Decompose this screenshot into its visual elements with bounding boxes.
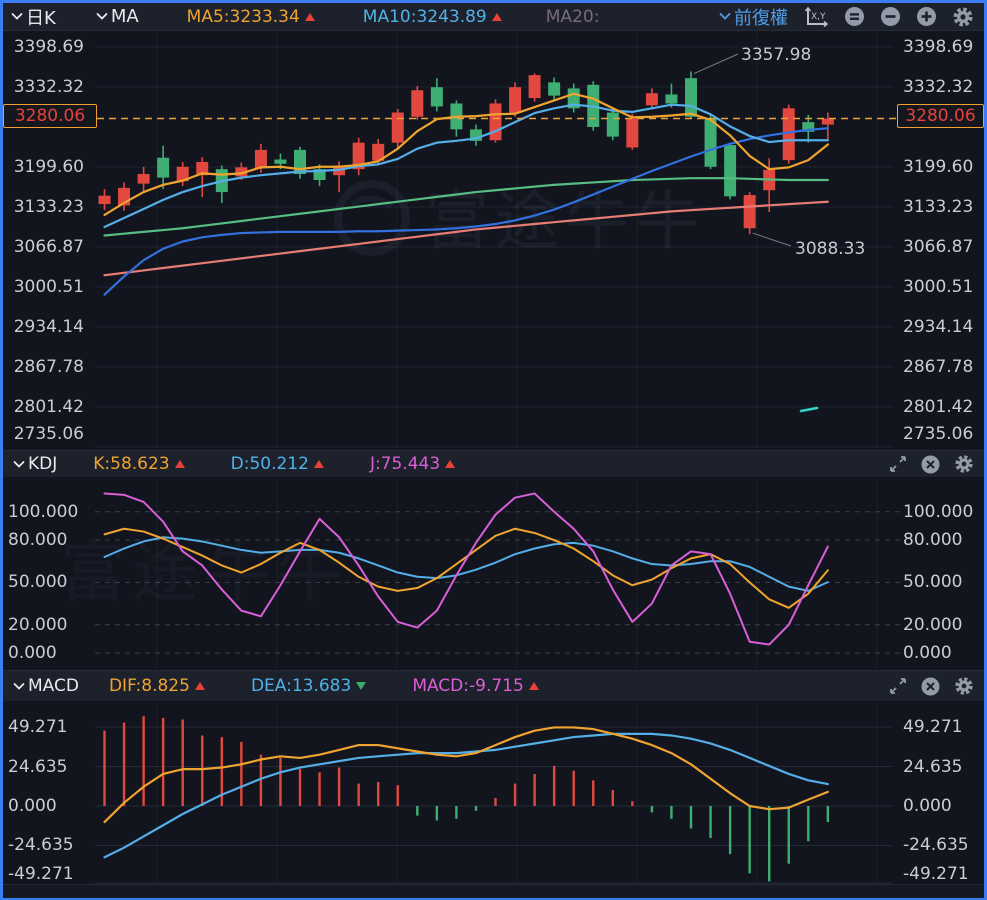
trend-up-icon [194, 682, 205, 690]
trend-up-icon [313, 460, 324, 468]
axis-tick-label: -24.635 [903, 835, 969, 856]
zoom-out-icon[interactable] [880, 6, 901, 27]
gear-icon[interactable] [952, 6, 974, 28]
axis-tick-label: 3000.51 [903, 277, 974, 297]
kdj-panel-header: KDJ K:58.623 D:50.212 J:75.443 [3, 450, 984, 478]
expand-panel-icon[interactable] [889, 455, 907, 473]
indicator-list-icon[interactable] [844, 6, 865, 27]
trend-up-icon [491, 12, 502, 21]
chevron-down-icon [96, 13, 108, 20]
chevron-down-icon [11, 13, 23, 20]
ma-selector[interactable]: MA [96, 6, 139, 27]
axis-tick-label: 2934.14 [13, 317, 84, 337]
axis-tick-label: 2735.06 [903, 424, 974, 444]
axis-tick-label: -49.271 [8, 864, 74, 884]
zoom-in-icon[interactable] [916, 6, 937, 27]
period-label: 日K [26, 7, 56, 29]
axis-tick-label: 0.000 [8, 796, 57, 816]
axis-tick-label: 2867.78 [13, 357, 84, 377]
svg-text:X,Y: X,Y [811, 12, 826, 22]
trend-up-icon [304, 12, 315, 21]
axis-tick-label: 2801.42 [903, 397, 974, 417]
macd-panel-header: MACD DIF:8.825 DEA:13.683 MACD:-9.715 [3, 670, 984, 702]
axis-tick-label: 3066.87 [903, 237, 974, 257]
axis-tick-label: 2867.78 [903, 357, 974, 377]
axis-tick-label: 2934.14 [903, 317, 974, 337]
trend-up-icon [174, 460, 185, 468]
axis-tick-label: -24.635 [8, 835, 74, 856]
ma10-value: MA10:3243.89 [363, 7, 502, 27]
axis-tick-label: 49.271 [903, 717, 963, 738]
axis-tick-label: 24.635 [8, 756, 68, 777]
axis-tick-label: 24.635 [903, 756, 963, 777]
time-axis-strip [3, 884, 984, 898]
macd-dif-value: DIF:8.825 [109, 676, 205, 696]
close-panel-icon[interactable] [921, 455, 940, 474]
axis-tick-label: 3398.69 [903, 37, 974, 57]
axis-tick-label: 3199.60 [903, 157, 974, 177]
chevron-down-icon [13, 682, 25, 690]
axis-tick-label: 3000.51 [13, 277, 84, 297]
trend-down-icon [356, 682, 367, 690]
expand-panel-icon[interactable] [889, 677, 907, 695]
axis-tick-label: 3066.87 [13, 237, 84, 257]
axis-tick-label: 20.000 [903, 614, 963, 635]
axis-settings-icon[interactable]: X,Y [803, 6, 829, 28]
axis-tick-label: 3133.23 [903, 197, 974, 217]
axis-tick-label: 3199.60 [13, 157, 84, 177]
axis-tick-label: 50.000 [8, 572, 68, 593]
axis-tick-label: 3332.32 [903, 77, 974, 97]
kdj-d-value: D:50.212 [231, 454, 324, 474]
macd-indicator-selector[interactable]: MACD [13, 676, 79, 696]
axis-tick-label: -49.271 [903, 864, 969, 884]
ma-selector-label: MA [110, 6, 139, 27]
axis-tick-label: 3332.32 [13, 77, 84, 97]
axis-tick-label: 2735.06 [13, 424, 84, 444]
macd-macd-value: MACD:-9.715 [412, 676, 539, 696]
adjust-mode-selector[interactable]: 前復權 [719, 4, 788, 30]
axis-tick-label: 100.000 [903, 501, 974, 522]
macd-dea-value: DEA:13.683 [251, 676, 367, 696]
close-panel-icon[interactable] [921, 677, 940, 696]
panel-gear-icon[interactable] [954, 454, 974, 474]
current-price-tag-right: 3280.06 [897, 104, 984, 128]
axis-tick-label: 0.000 [903, 796, 952, 816]
axis-tick-label: 80.000 [8, 530, 68, 551]
axis-tick-label: 50.000 [903, 572, 963, 593]
chevron-down-icon [13, 460, 25, 468]
trend-up-icon [528, 682, 539, 690]
kdj-j-value: J:75.443 [370, 454, 456, 474]
period-selector[interactable]: 日K [11, 4, 56, 30]
ma5-value: MA5:3233.34 [187, 7, 315, 27]
axis-tick-label: 49.271 [8, 717, 68, 738]
axis-tick-label: 80.000 [903, 530, 963, 551]
chart-toolbar: 日K MA MA5:3233.34 MA10:3243.89 MA20: 前復權… [3, 3, 984, 31]
axis-tick-label: 0.000 [903, 643, 952, 663]
chevron-down-icon [719, 13, 731, 20]
axis-tick-label: 100.000 [8, 501, 79, 522]
axis-tick-label: 3398.69 [13, 37, 84, 57]
panel-gear-icon[interactable] [954, 676, 974, 696]
axis-tick-label: 20.000 [8, 614, 68, 635]
trend-up-icon [445, 460, 456, 468]
axis-tick-label: 0.000 [8, 643, 57, 663]
ma20-value: MA20: [545, 6, 600, 27]
svg-text:3088.33: 3088.33 [795, 239, 865, 259]
axis-tick-label: 3133.23 [13, 197, 84, 217]
axis-tick-label: 2801.42 [13, 397, 84, 417]
svg-text:3357.98: 3357.98 [741, 45, 811, 65]
kdj-indicator-selector[interactable]: KDJ [13, 454, 57, 474]
current-price-tag-left: 3280.06 [3, 104, 97, 128]
kdj-k-value: K:58.623 [93, 454, 185, 474]
